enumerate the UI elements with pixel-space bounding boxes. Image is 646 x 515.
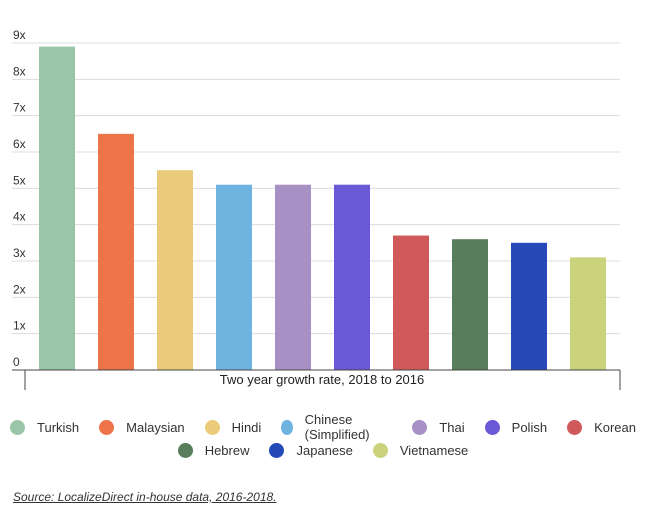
legend-item: Thai	[412, 419, 465, 435]
legend-item: Hebrew	[177, 443, 250, 458]
legend-swatch	[484, 419, 500, 435]
legend-label: Hindi	[231, 419, 262, 435]
legend-item: Vietnamese	[372, 443, 469, 458]
source-note: Source: LocalizeDirect in-house data, 20…	[13, 490, 277, 504]
legend-swatch	[204, 419, 220, 435]
bar-turkish	[39, 46, 75, 371]
legend-label: Vietnamese	[399, 443, 469, 458]
y-tick-label: 6x	[13, 137, 26, 151]
bar-chinese-simplified	[216, 184, 252, 370]
legend-swatch	[281, 419, 293, 435]
y-tick-label: 5x	[13, 173, 26, 187]
bar-hebrew	[452, 239, 488, 370]
legend-swatch	[372, 443, 388, 458]
y-tick-label: 7x	[13, 101, 26, 115]
legend-row-2: Hebrew Japanese Vietnamese	[0, 443, 646, 458]
bar-chart: 0 1x 2x 3x 4x 5x 6x 7x 8x 9x Two year growth rate…	[12, 28, 621, 390]
legend-row-1: Turkish Malaysian Hindi Chinese (Simplified…	[0, 412, 646, 442]
bar-thai	[275, 184, 311, 370]
bar-hindi	[157, 170, 193, 370]
legend-item: Polish	[484, 419, 548, 435]
y-tick-label: 8x	[13, 64, 26, 78]
legend-label: Turkish	[37, 419, 80, 435]
legend-label: Japanese	[296, 443, 353, 458]
y-tick-label: 1x	[13, 319, 26, 333]
legend-swatch	[567, 419, 583, 435]
bar-japanese	[511, 242, 547, 370]
bars	[39, 46, 606, 371]
legend-label: Chinese (Simplified)	[304, 412, 370, 442]
bar-vietnamese	[570, 257, 606, 370]
y-axis-ticks: 0 1x 2x 3x 4x 5x 6x 7x 8x 9x	[13, 28, 26, 369]
y-tick-label: 2x	[13, 282, 26, 296]
bar-polish	[334, 184, 370, 370]
bar-malaysian	[98, 133, 134, 370]
bar-korean	[393, 235, 429, 370]
y-tick-label: 0	[13, 355, 20, 369]
legend-item: Korean	[567, 419, 636, 435]
legend-label: Polish	[511, 419, 548, 435]
legend-swatch	[10, 419, 25, 435]
y-tick-label: 3x	[13, 246, 26, 260]
x-axis-label: Two year growth rate, 2018 to 2016	[220, 372, 425, 387]
y-tick-label: 9x	[13, 28, 26, 42]
legend-label: Thai	[439, 419, 465, 435]
legend-label: Hebrew	[204, 443, 250, 458]
y-tick-label: 4x	[13, 210, 26, 224]
legend-swatch	[269, 443, 285, 458]
legend-swatch	[177, 443, 193, 458]
legend-swatch	[412, 419, 428, 435]
legend-item: Japanese	[269, 443, 353, 458]
legend-swatch	[99, 419, 115, 435]
legend-label: Malaysian	[126, 419, 185, 435]
legend-item: Turkish	[10, 419, 80, 435]
legend-item: Hindi	[204, 419, 262, 435]
x-axis	[12, 369, 621, 390]
legend-label: Korean	[594, 419, 636, 435]
legend-item: Malaysian	[99, 419, 185, 435]
legend-item: Chinese (Simplified)	[281, 412, 392, 442]
